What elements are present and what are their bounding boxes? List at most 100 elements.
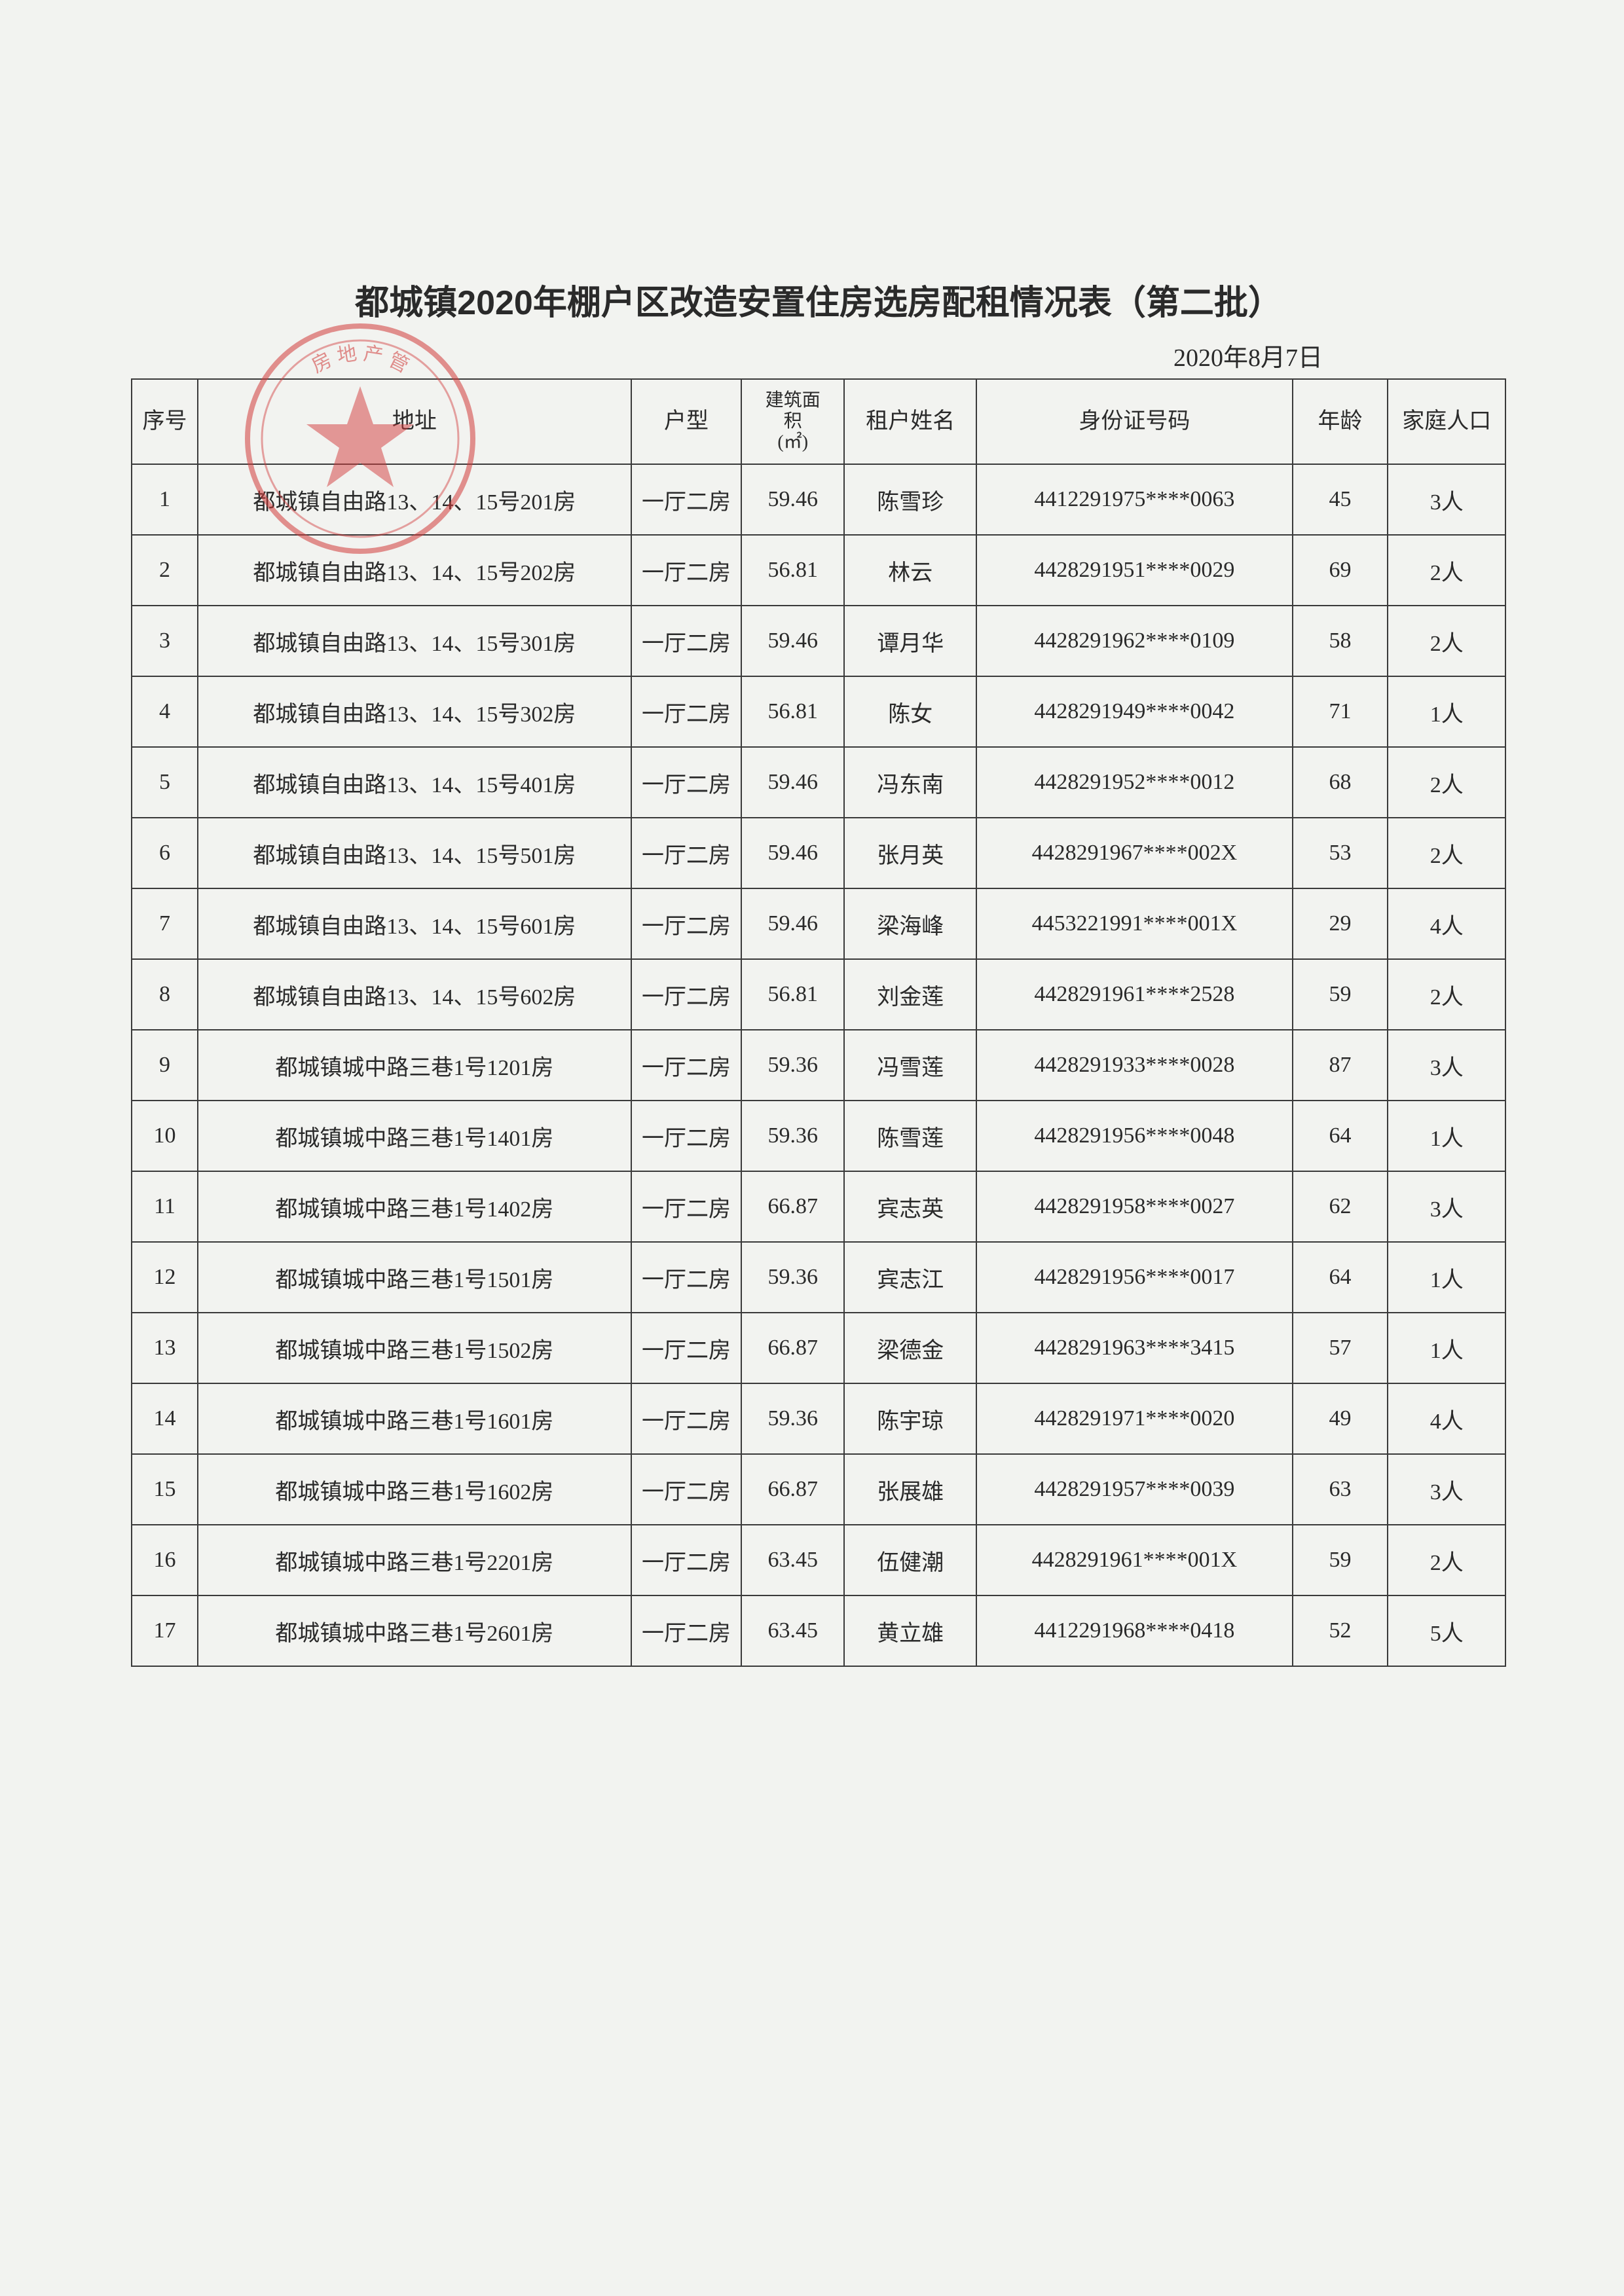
cell-area: 56.81: [741, 535, 844, 606]
cell-seq: 1: [132, 464, 198, 535]
cell-age: 87: [1293, 1030, 1388, 1101]
col-header-idnum: 身份证号码: [976, 379, 1292, 464]
cell-address: 都城镇城中路三巷1号1602房: [198, 1454, 631, 1525]
cell-age: 57: [1293, 1313, 1388, 1383]
cell-population: 4人: [1388, 888, 1505, 959]
cell-tenant: 张月英: [844, 818, 976, 888]
cell-type: 一厅二房: [631, 1525, 741, 1595]
cell-population: 2人: [1388, 1525, 1505, 1595]
col-header-tenant: 租户姓名: [844, 379, 976, 464]
cell-type: 一厅二房: [631, 676, 741, 747]
cell-age: 53: [1293, 818, 1388, 888]
table-row: 8都城镇自由路13、14、15号602房一厅二房56.81刘金莲44282919…: [132, 959, 1505, 1030]
cell-tenant: 冯东南: [844, 747, 976, 818]
cell-type: 一厅二房: [631, 464, 741, 535]
cell-population: 1人: [1388, 1242, 1505, 1313]
col-header-address: 地址: [198, 379, 631, 464]
cell-area: 59.36: [741, 1101, 844, 1171]
cell-seq: 16: [132, 1525, 198, 1595]
cell-seq: 13: [132, 1313, 198, 1383]
cell-area: 63.45: [741, 1595, 844, 1666]
page-title: 都城镇2020年棚户区改造安置住房选房配租情况表（第二批）: [131, 275, 1506, 324]
cell-address: 都城镇自由路13、14、15号202房: [198, 535, 631, 606]
cell-address: 都城镇城中路三巷1号1501房: [198, 1242, 631, 1313]
cell-address: 都城镇自由路13、14、15号302房: [198, 676, 631, 747]
cell-age: 49: [1293, 1383, 1388, 1454]
cell-type: 一厅二房: [631, 747, 741, 818]
cell-age: 59: [1293, 959, 1388, 1030]
table-row: 16都城镇城中路三巷1号2201房一厅二房63.45伍健潮4428291961*…: [132, 1525, 1505, 1595]
cell-address: 都城镇城中路三巷1号1201房: [198, 1030, 631, 1101]
cell-type: 一厅二房: [631, 1383, 741, 1454]
col-header-population: 家庭人口: [1388, 379, 1505, 464]
cell-area: 59.36: [741, 1242, 844, 1313]
cell-address: 都城镇城中路三巷1号1502房: [198, 1313, 631, 1383]
cell-population: 3人: [1388, 1171, 1505, 1242]
cell-age: 69: [1293, 535, 1388, 606]
cell-tenant: 宾志江: [844, 1242, 976, 1313]
cell-idnum: 4428291933****0028: [976, 1030, 1292, 1101]
cell-tenant: 陈女: [844, 676, 976, 747]
cell-seq: 7: [132, 888, 198, 959]
cell-area: 59.36: [741, 1383, 844, 1454]
housing-table: 序号 地址 户型 建筑面积(㎡) 租户姓名 身份证号码 年龄 家庭人口 1都城镇…: [131, 378, 1506, 1667]
cell-area: 59.46: [741, 464, 844, 535]
cell-area: 59.36: [741, 1030, 844, 1101]
table-row: 17都城镇城中路三巷1号2601房一厅二房63.45黄立雄4412291968*…: [132, 1595, 1505, 1666]
cell-seq: 14: [132, 1383, 198, 1454]
cell-tenant: 伍健潮: [844, 1525, 976, 1595]
cell-idnum: 4428291963****3415: [976, 1313, 1292, 1383]
table-row: 3都城镇自由路13、14、15号301房一厅二房59.46谭月华44282919…: [132, 606, 1505, 676]
table-row: 14都城镇城中路三巷1号1601房一厅二房59.36陈宇琼4428291971*…: [132, 1383, 1505, 1454]
table-row: 9都城镇城中路三巷1号1201房一厅二房59.36冯雪莲4428291933**…: [132, 1030, 1505, 1101]
cell-tenant: 林云: [844, 535, 976, 606]
cell-idnum: 4428291957****0039: [976, 1454, 1292, 1525]
cell-type: 一厅二房: [631, 1242, 741, 1313]
table-row: 13都城镇城中路三巷1号1502房一厅二房66.87梁德金4428291963*…: [132, 1313, 1505, 1383]
cell-age: 64: [1293, 1101, 1388, 1171]
cell-type: 一厅二房: [631, 1454, 741, 1525]
table-row: 1都城镇自由路13、14、15号201房一厅二房59.46陈雪珍44122919…: [132, 464, 1505, 535]
cell-idnum: 4412291975****0063: [976, 464, 1292, 535]
cell-seq: 8: [132, 959, 198, 1030]
cell-age: 45: [1293, 464, 1388, 535]
cell-area: 56.81: [741, 959, 844, 1030]
cell-idnum: 4428291949****0042: [976, 676, 1292, 747]
cell-area: 59.46: [741, 888, 844, 959]
cell-population: 2人: [1388, 959, 1505, 1030]
cell-tenant: 黄立雄: [844, 1595, 976, 1666]
cell-type: 一厅二房: [631, 1101, 741, 1171]
cell-idnum: 4428291951****0029: [976, 535, 1292, 606]
cell-tenant: 冯雪莲: [844, 1030, 976, 1101]
cell-seq: 6: [132, 818, 198, 888]
cell-type: 一厅二房: [631, 1171, 741, 1242]
cell-age: 62: [1293, 1171, 1388, 1242]
cell-idnum: 4428291961****001X: [976, 1525, 1292, 1595]
table-row: 6都城镇自由路13、14、15号501房一厅二房59.46张月英44282919…: [132, 818, 1505, 888]
cell-tenant: 刘金莲: [844, 959, 976, 1030]
cell-seq: 17: [132, 1595, 198, 1666]
cell-type: 一厅二房: [631, 606, 741, 676]
cell-population: 1人: [1388, 1313, 1505, 1383]
cell-type: 一厅二房: [631, 818, 741, 888]
cell-area: 66.87: [741, 1454, 844, 1525]
cell-population: 3人: [1388, 1454, 1505, 1525]
cell-idnum: 4428291962****0109: [976, 606, 1292, 676]
cell-idnum: 4412291968****0418: [976, 1595, 1292, 1666]
table-row: 11都城镇城中路三巷1号1402房一厅二房66.87宾志英4428291958*…: [132, 1171, 1505, 1242]
cell-population: 5人: [1388, 1595, 1505, 1666]
cell-type: 一厅二房: [631, 888, 741, 959]
cell-population: 2人: [1388, 747, 1505, 818]
cell-tenant: 宾志英: [844, 1171, 976, 1242]
cell-address: 都城镇城中路三巷1号1402房: [198, 1171, 631, 1242]
cell-area: 59.46: [741, 818, 844, 888]
cell-population: 2人: [1388, 535, 1505, 606]
cell-seq: 15: [132, 1454, 198, 1525]
cell-address: 都城镇城中路三巷1号1601房: [198, 1383, 631, 1454]
table-row: 15都城镇城中路三巷1号1602房一厅二房66.87张展雄4428291957*…: [132, 1454, 1505, 1525]
cell-area: 56.81: [741, 676, 844, 747]
cell-idnum: 4428291952****0012: [976, 747, 1292, 818]
cell-seq: 3: [132, 606, 198, 676]
cell-idnum: 4428291956****0048: [976, 1101, 1292, 1171]
cell-idnum: 4428291956****0017: [976, 1242, 1292, 1313]
